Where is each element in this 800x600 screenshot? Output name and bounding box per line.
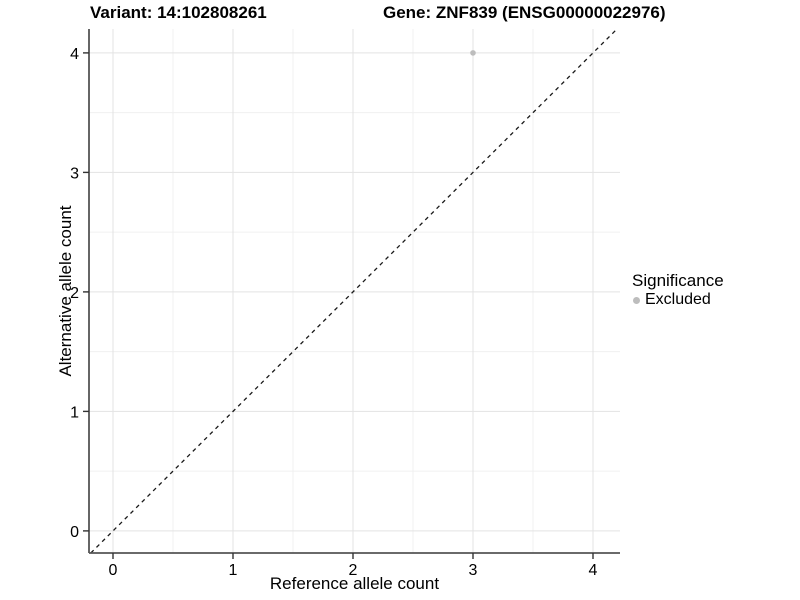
y-tick-label: 4 (70, 46, 79, 63)
x-tick-label: 2 (349, 562, 358, 579)
y-tick-label: 0 (70, 524, 79, 541)
y-tick-label: 2 (70, 285, 79, 302)
plot-title-gene: Gene: ZNF839 (ENSG00000022976) (383, 3, 666, 22)
legend: Significance Excluded (630, 271, 724, 309)
legend-point-icon (633, 296, 640, 304)
x-tick-label: 1 (229, 562, 238, 579)
legend-entry-excluded: Excluded (630, 291, 724, 309)
x-axis-title: Reference allele count (269, 574, 440, 593)
x-tick-label: 0 (109, 562, 118, 579)
x-tick-label: 3 (469, 562, 478, 579)
y-tick-label: 3 (70, 165, 79, 182)
legend-entry-label: Excluded (645, 291, 711, 308)
plot-title-variant: Variant: 14:102808261 (90, 3, 267, 22)
y-tick-label: 1 (70, 404, 79, 421)
y-axis-title: Alternative allele count (56, 205, 75, 377)
identity-line (90, 28, 618, 554)
x-tick-label: 4 (589, 562, 598, 579)
data-point (470, 50, 476, 56)
legend-title: Significance (632, 271, 724, 290)
